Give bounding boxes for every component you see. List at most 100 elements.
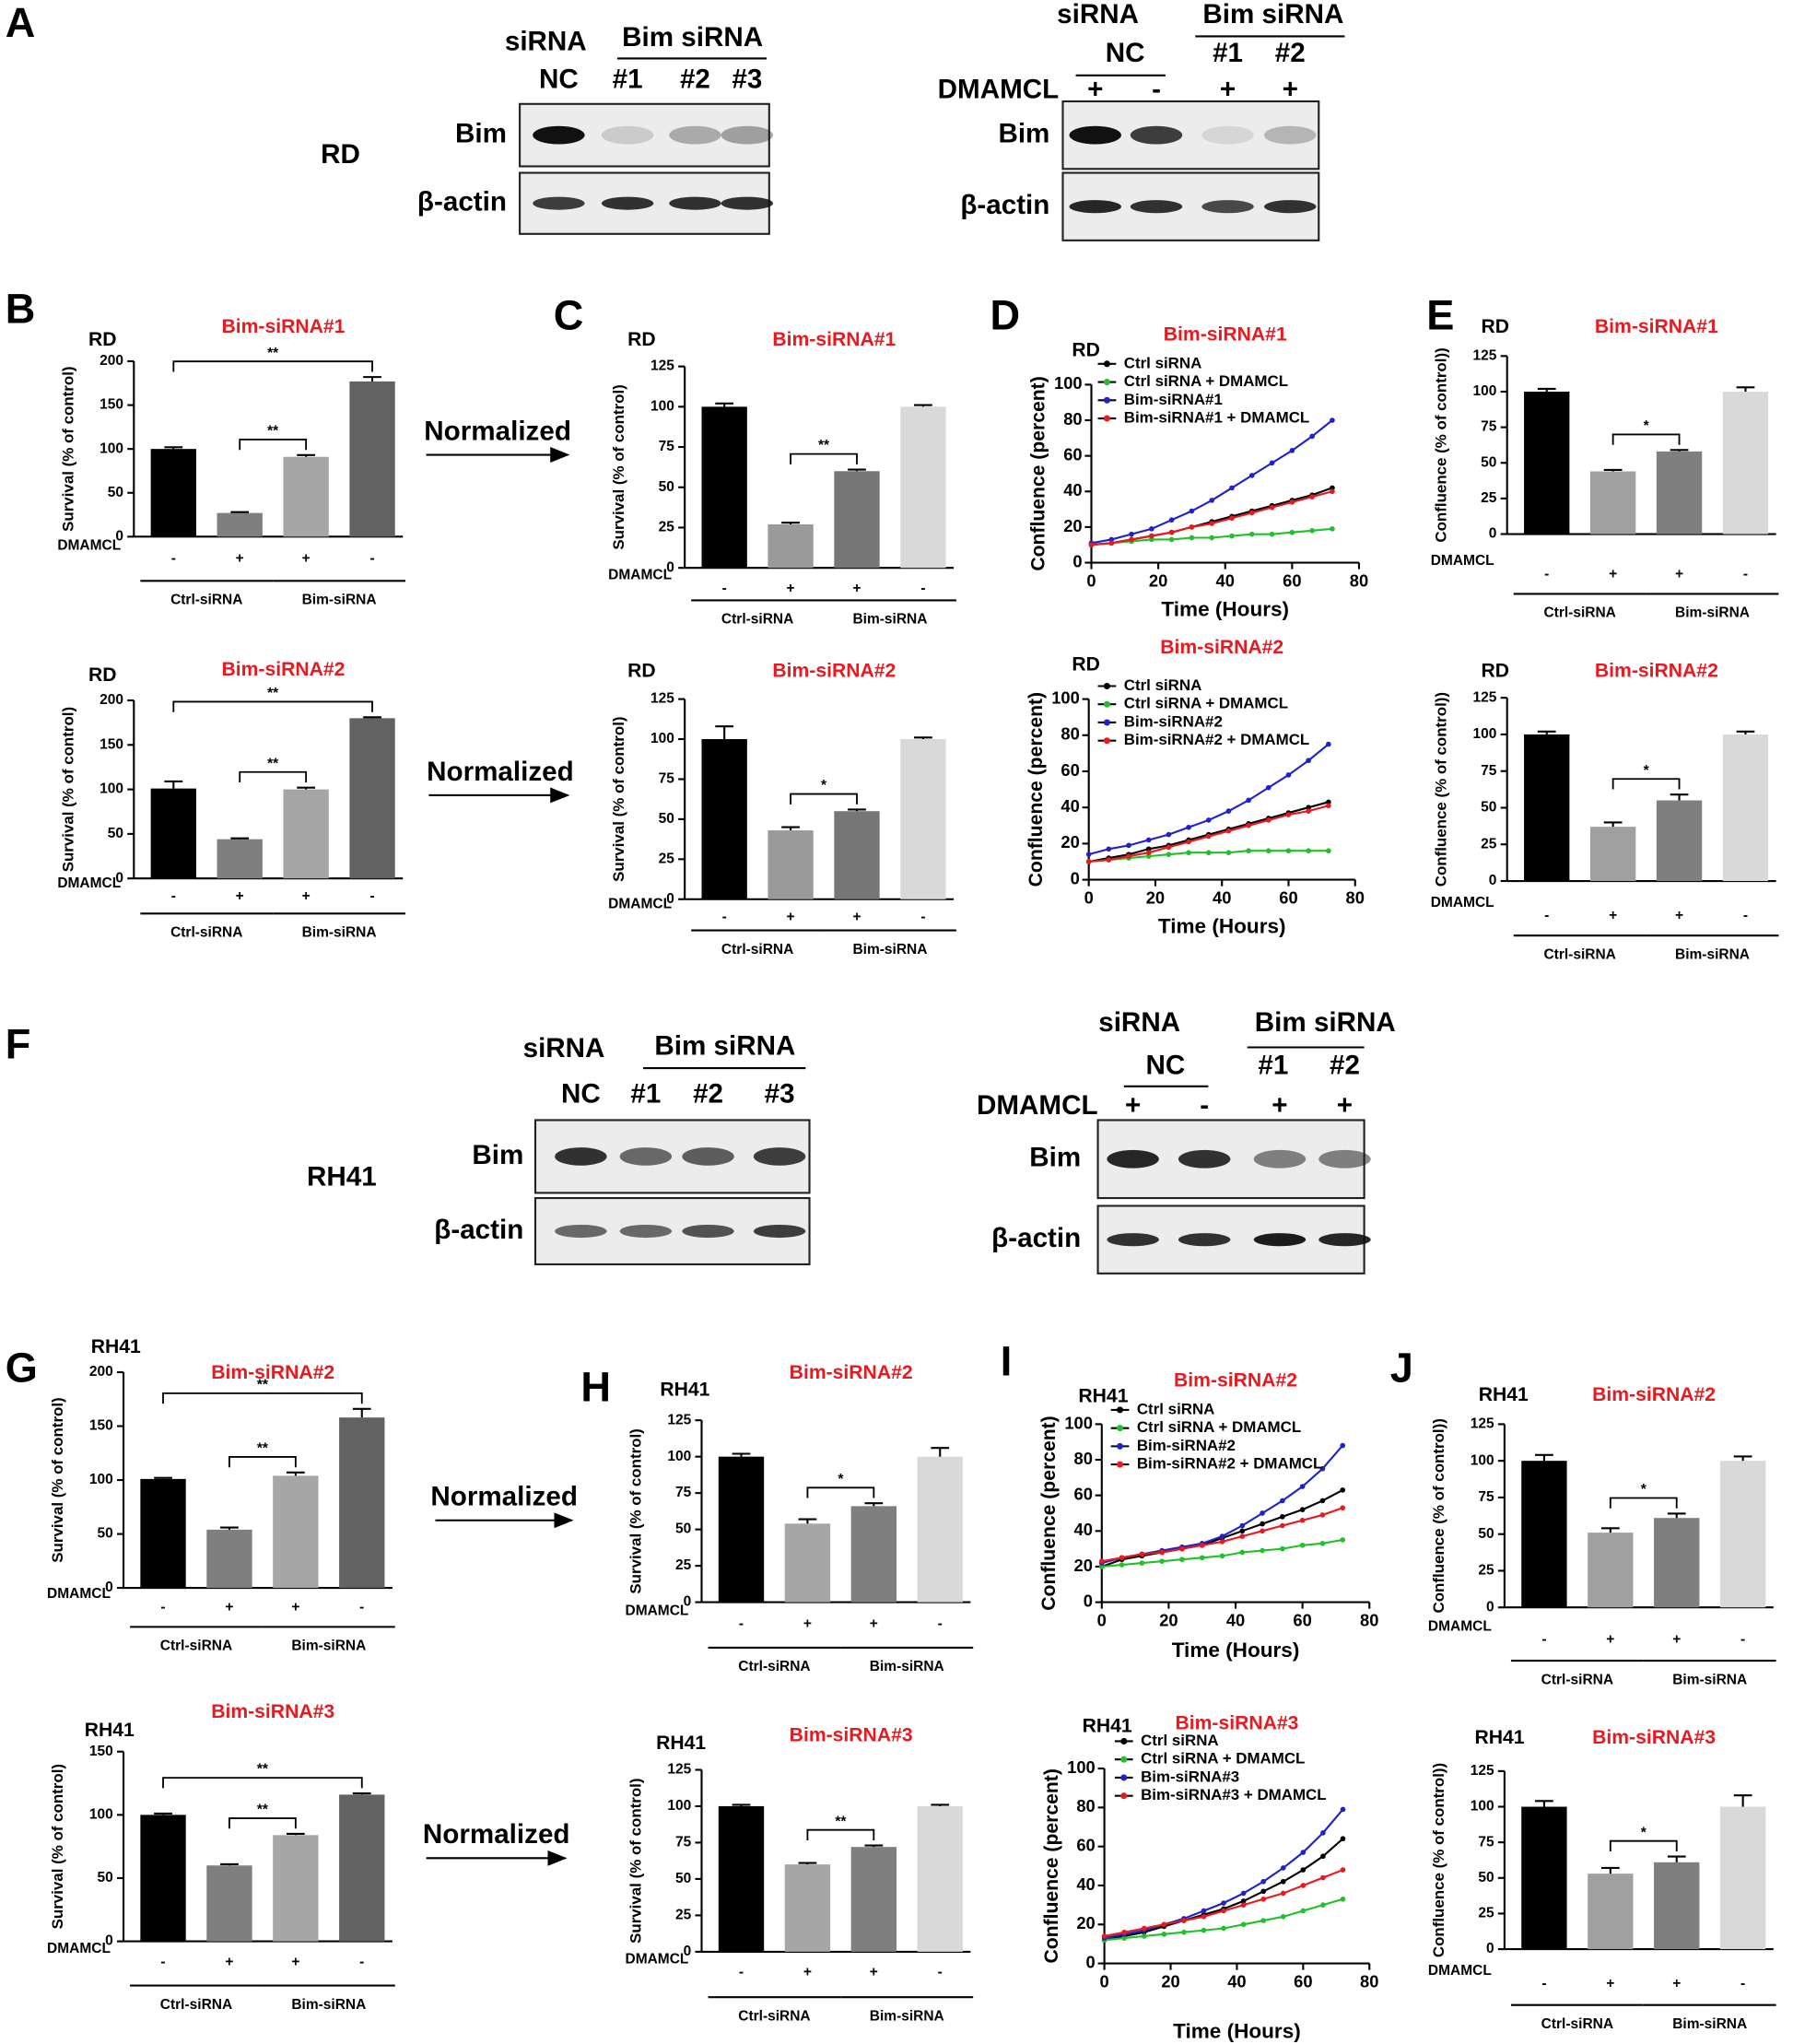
point bbox=[1201, 1913, 1207, 1920]
cell-label: RD bbox=[1072, 339, 1100, 360]
point bbox=[1306, 805, 1311, 811]
bar bbox=[217, 839, 263, 879]
bar bbox=[283, 789, 329, 879]
y-tick-label: 0 bbox=[1071, 868, 1080, 887]
y-axis-label: Confluence (% of control)) bbox=[1430, 1418, 1447, 1613]
point bbox=[1299, 1484, 1306, 1489]
normalized-label: Normalized bbox=[423, 1819, 570, 1850]
x-tick-label: 60 bbox=[1279, 888, 1297, 908]
y-tick-label: 0 bbox=[1486, 1941, 1494, 1956]
bar bbox=[1588, 1533, 1634, 1608]
panel-letter: E bbox=[1426, 291, 1454, 338]
band bbox=[1178, 1149, 1231, 1169]
point bbox=[1209, 521, 1215, 526]
bar bbox=[1722, 734, 1769, 882]
y-tick-label: 50 bbox=[675, 1521, 691, 1537]
y-tick-label: 125 bbox=[1473, 347, 1497, 363]
x-tick-label: 0 bbox=[1084, 888, 1094, 908]
bar bbox=[834, 811, 880, 899]
point bbox=[1225, 808, 1232, 814]
y-axis-label: Confluence (percent) bbox=[1025, 692, 1047, 887]
band bbox=[619, 1224, 673, 1239]
y-tick-label: 50 bbox=[1478, 1526, 1494, 1542]
significance-bracket bbox=[172, 360, 373, 372]
x-tick-label: 40 bbox=[1216, 571, 1235, 591]
x-tick-label: 80 bbox=[1350, 571, 1368, 591]
point bbox=[1265, 784, 1272, 791]
point bbox=[1299, 1517, 1306, 1523]
y-axis-label: Survival (% of control) bbox=[59, 707, 76, 872]
chart-title: Bim-siRNA#1 bbox=[1164, 323, 1287, 345]
point bbox=[1168, 517, 1175, 523]
bar bbox=[339, 1794, 385, 1942]
panel-letter: I bbox=[1001, 1337, 1013, 1384]
legend-label: Ctrl siRNA bbox=[1124, 354, 1202, 371]
legend-marker bbox=[1103, 379, 1110, 386]
bar bbox=[718, 1805, 765, 1952]
point bbox=[1340, 1896, 1346, 1902]
blot-header: siRNA bbox=[505, 26, 587, 56]
bar bbox=[1719, 1806, 1766, 1950]
point bbox=[1340, 1537, 1346, 1543]
legend-label: Bim-siRNA#1 + DMAMCL bbox=[1124, 409, 1310, 427]
band bbox=[1264, 200, 1317, 214]
significance-bracket bbox=[790, 793, 858, 805]
point bbox=[1166, 831, 1172, 838]
category-label: - bbox=[1740, 1632, 1745, 1648]
point bbox=[1330, 526, 1335, 532]
y-tick-label: 0 bbox=[1072, 551, 1082, 570]
legend-label: Ctrl siRNA + DMAMCL bbox=[1124, 372, 1288, 390]
point bbox=[1240, 1902, 1247, 1908]
point bbox=[1139, 1560, 1145, 1566]
significance-label: * bbox=[821, 778, 827, 793]
point bbox=[1280, 1498, 1285, 1504]
band bbox=[555, 1224, 607, 1239]
y-axis-label: Survival (% of control) bbox=[627, 1778, 644, 1943]
point bbox=[1219, 1533, 1225, 1539]
point bbox=[1319, 1465, 1326, 1472]
legend-label: Bim-siRNA#3 bbox=[1141, 1768, 1239, 1785]
y-tick-label: 100 bbox=[1064, 1413, 1093, 1432]
significance-label: ** bbox=[835, 1814, 847, 1829]
y-tick-label: 0 bbox=[115, 528, 123, 544]
band bbox=[601, 196, 654, 210]
y-tick-label: 0 bbox=[105, 1933, 113, 1949]
y-tick-label: 100 bbox=[650, 731, 674, 746]
group-label: Bim-siRNA bbox=[302, 593, 377, 608]
point bbox=[1265, 848, 1272, 854]
legend-label: Bim-siRNA#2 bbox=[1124, 712, 1223, 730]
point bbox=[1098, 1564, 1105, 1569]
band bbox=[533, 125, 585, 145]
band bbox=[1130, 200, 1183, 214]
significance-label: ** bbox=[257, 1762, 269, 1778]
group-label: Ctrl-siRNA bbox=[721, 612, 793, 628]
group-label: Bim-siRNA bbox=[291, 1997, 366, 2013]
y-tick-label: 75 bbox=[675, 1485, 692, 1500]
row-label: DMAMCL bbox=[47, 1586, 111, 1602]
point bbox=[1280, 1514, 1285, 1520]
point bbox=[1219, 1539, 1225, 1545]
point bbox=[1280, 1522, 1285, 1529]
group-label: Ctrl-siRNA bbox=[721, 942, 793, 957]
blot-header: siRNA bbox=[523, 1033, 605, 1063]
point bbox=[1085, 859, 1092, 864]
y-tick-label: 150 bbox=[89, 1418, 113, 1434]
point bbox=[1199, 1555, 1205, 1561]
y-tick-label: 25 bbox=[1481, 836, 1497, 852]
significance-label: * bbox=[1644, 418, 1650, 434]
point bbox=[1246, 848, 1251, 854]
category-label: + bbox=[803, 1616, 812, 1632]
bar bbox=[1654, 1862, 1700, 1950]
cell-label: RH41 bbox=[1479, 1384, 1529, 1405]
row-label: β-actin bbox=[434, 1215, 523, 1245]
band bbox=[1130, 125, 1183, 145]
point bbox=[1340, 1836, 1346, 1842]
point bbox=[1229, 515, 1235, 522]
point bbox=[1248, 473, 1255, 478]
point bbox=[1159, 1558, 1165, 1564]
row-label: DMAMCL bbox=[608, 896, 672, 911]
x-axis-label: Time (Hours) bbox=[1172, 1639, 1300, 1662]
point bbox=[1205, 817, 1212, 823]
row-label: DMAMCL bbox=[1431, 553, 1494, 569]
point bbox=[1205, 850, 1212, 856]
